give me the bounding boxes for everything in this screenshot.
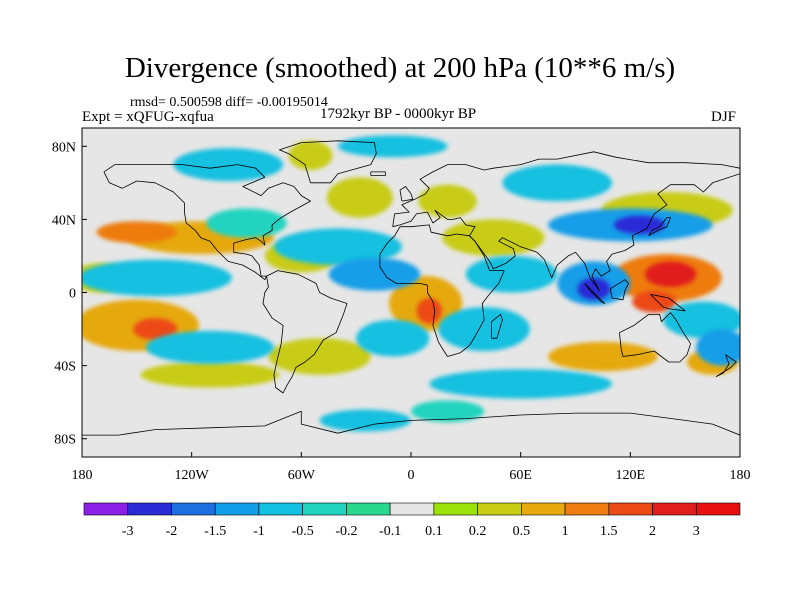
colorbar-box <box>521 502 566 516</box>
colorbar-label: -0.5 <box>292 524 314 539</box>
coastline-new-zealand <box>715 354 737 377</box>
coastline-australia <box>619 312 691 363</box>
coastline-greenland <box>279 140 377 184</box>
colorbar-box <box>127 502 172 516</box>
anomaly-region-31 <box>502 164 613 202</box>
coastline-antarctica <box>82 410 740 436</box>
y-tick-label: 40N <box>52 213 76 228</box>
anomaly-region-34 <box>145 330 274 364</box>
colorbar-label: -0.2 <box>335 524 357 539</box>
colorbar-box <box>214 502 260 516</box>
anomaly-fields <box>82 135 740 432</box>
y-tick-label: 40S <box>54 360 76 375</box>
coastline-south-america <box>262 270 348 394</box>
colorbar-box <box>433 502 478 516</box>
colorbar-label: 3 <box>693 524 700 539</box>
colorbar-label: -2 <box>166 524 178 539</box>
x-tick-label: 120W <box>175 468 210 483</box>
anomaly-region-23 <box>328 257 421 291</box>
coastline-borneo <box>609 279 629 301</box>
anomaly-region-22 <box>273 228 402 266</box>
colorbar-box <box>171 502 216 516</box>
anomaly-region-36 <box>429 369 613 399</box>
coastline-sumatra <box>584 283 606 304</box>
stats-line: rmsd= 0.500598 diff= -0.00195014 <box>130 95 328 110</box>
colorbar-box <box>477 502 522 516</box>
colorbar-box <box>564 502 610 516</box>
anomaly-region-10 <box>632 290 677 313</box>
anomaly-region-32 <box>438 307 530 351</box>
anomaly-region-16 <box>140 361 280 388</box>
x-tick-label: 180 <box>730 468 751 483</box>
anomaly-region-33 <box>356 319 430 357</box>
anomaly-region-38 <box>411 400 485 423</box>
x-tick-label: 60E <box>509 468 532 483</box>
chart-title: Divergence (smoothed) at 200 hPa (10**6 … <box>124 52 676 84</box>
colorbar-label: 1.5 <box>600 524 618 539</box>
y-axis: 80N 40N 0 40S 80S <box>52 140 87 448</box>
colorbar-label: -0.1 <box>379 524 401 539</box>
anomaly-region-28 <box>613 215 666 235</box>
colorbar-box <box>608 502 653 516</box>
coastline-new-guinea <box>650 293 686 312</box>
coastline-madagascar <box>491 314 503 339</box>
x-tick-label: 120E <box>616 468 646 483</box>
anomaly-region-17 <box>288 140 333 171</box>
anomaly-region-13 <box>268 338 371 375</box>
x-tick-label: 0 <box>408 468 415 483</box>
coastline-uk <box>399 186 414 202</box>
anomaly-region-24 <box>465 255 558 293</box>
x-tick-label: 180 <box>72 468 93 483</box>
colorbar-box <box>389 502 435 516</box>
colorbar: -3 -2 -1.5 -1 -0.5 -0.2 -0.1 0.1 0.2 0.5 1 1.5 2 3 <box>83 502 741 539</box>
coastline-japan <box>648 217 671 237</box>
colorbar-label: 0.5 <box>513 524 531 539</box>
x-axis: 180 120W 60W 0 60E 120E 180 <box>72 452 751 483</box>
y-tick-label: 80S <box>54 433 76 448</box>
coastline-iceland <box>370 171 386 176</box>
coastline-eurasia <box>392 151 740 292</box>
coastline-north-america <box>103 164 311 281</box>
anomaly-region-37 <box>319 409 411 432</box>
colorbar-box <box>302 502 347 516</box>
y-tick-label: 0 <box>69 287 76 302</box>
anomaly-region-4 <box>418 184 477 218</box>
colorbar-box <box>346 502 391 516</box>
colorbar-label: -1.5 <box>204 524 226 539</box>
colorbar-label: 0.1 <box>425 524 443 539</box>
anomaly-region-29 <box>173 148 284 182</box>
colorbar-box <box>258 502 303 516</box>
anomaly-region-30 <box>337 135 448 158</box>
anomaly-region-3 <box>326 177 393 218</box>
coastline-africa <box>379 224 505 357</box>
colorbar-label: 1 <box>562 524 569 539</box>
anomaly-region-1 <box>96 221 178 244</box>
season-label: DJF <box>711 109 737 125</box>
colorbar-box <box>652 502 697 516</box>
anomaly-region-5 <box>442 219 545 256</box>
anomaly-region-12 <box>133 318 178 341</box>
colorbar-box <box>83 502 129 516</box>
anomaly-region-39 <box>696 329 740 366</box>
period-label: 1792kyr BP - 0000kyr BP <box>320 106 477 122</box>
experiment-label: Expt = xQFUG-xqfua <box>82 109 214 125</box>
anomaly-region-9 <box>644 261 697 288</box>
anomaly-region-21 <box>206 208 287 238</box>
colorbar-box <box>695 502 741 516</box>
colorbar-label: -1 <box>253 524 265 539</box>
anomaly-region-14 <box>548 341 658 372</box>
colorbar-label: -3 <box>122 524 134 539</box>
colorbar-label: 2 <box>649 524 656 539</box>
colorbar-label: 0.2 <box>469 524 487 539</box>
y-tick-label: 80N <box>52 140 76 155</box>
anomaly-region-26 <box>577 277 611 300</box>
anomaly-region-20 <box>82 259 232 297</box>
x-tick-label: 60W <box>288 468 316 483</box>
anomaly-region-7 <box>416 297 443 324</box>
coastlines <box>82 140 740 436</box>
